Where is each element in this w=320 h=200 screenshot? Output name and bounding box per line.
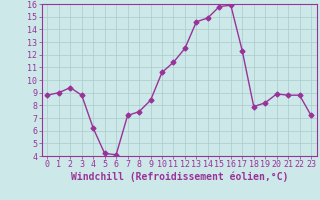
X-axis label: Windchill (Refroidissement éolien,°C): Windchill (Refroidissement éolien,°C) — [70, 172, 288, 182]
